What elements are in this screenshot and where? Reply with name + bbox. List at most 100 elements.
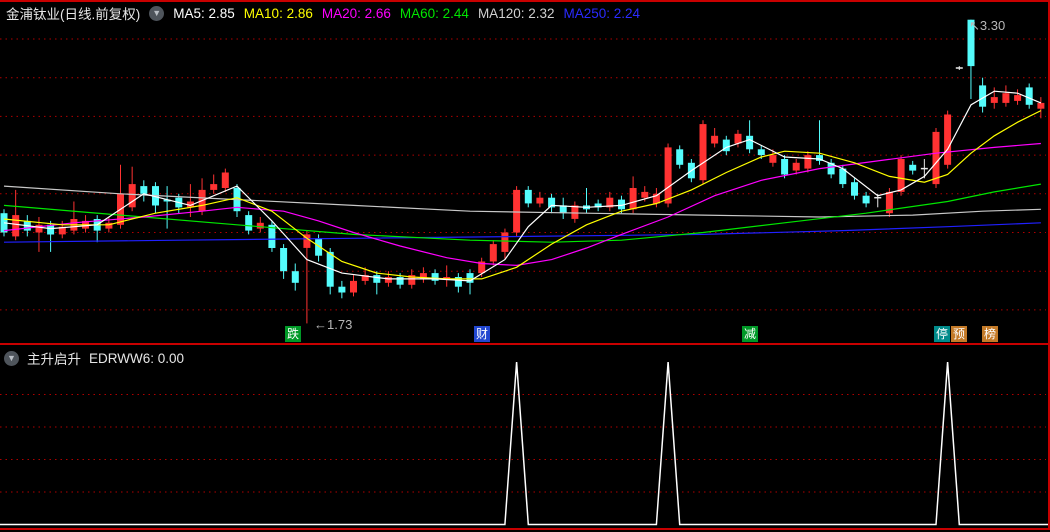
ma-label: MA20: 2.66 xyxy=(321,5,391,21)
stock-title: 金浦钛业(日线.前复权) xyxy=(6,7,141,22)
candle-body xyxy=(396,277,404,285)
candle-body xyxy=(128,184,136,208)
candle-body xyxy=(571,205,579,219)
ma-label: MA10: 2.86 xyxy=(243,5,313,21)
candle-body xyxy=(1002,93,1010,103)
candle-body xyxy=(652,193,660,204)
candles-layer xyxy=(0,19,1045,324)
window-top-border xyxy=(0,0,1050,2)
event-badge[interactable]: 财 xyxy=(474,326,490,342)
ma-line-ma120 xyxy=(3,185,1041,218)
candle-body xyxy=(827,162,835,175)
candle-body xyxy=(781,159,789,175)
candle-body xyxy=(769,155,777,163)
candle-body xyxy=(897,159,905,192)
candle-body xyxy=(245,215,253,231)
price-marker: ↖3.30 xyxy=(969,18,1006,33)
candle-body xyxy=(967,19,975,67)
candle-body xyxy=(746,135,754,150)
main-header: 金浦钛业(日线.前复权) ▼ MA5: 2.85 MA10: 2.86 MA20: … xyxy=(6,3,640,23)
candle-body xyxy=(303,234,311,248)
candle-body xyxy=(839,168,847,185)
candle-body xyxy=(606,197,614,208)
ma-label: MA5: 2.85 xyxy=(173,5,235,21)
candle-body xyxy=(618,199,625,210)
candle-body xyxy=(315,238,323,256)
candle-body xyxy=(373,275,381,283)
candle-body xyxy=(641,191,649,198)
candle-body xyxy=(12,215,20,237)
candle-body xyxy=(932,131,940,185)
candle-body xyxy=(291,271,299,283)
chevron-down-icon[interactable]: ▼ xyxy=(4,350,19,366)
candle-body xyxy=(699,124,707,181)
candle-body xyxy=(431,273,439,281)
event-badge[interactable]: 榜 xyxy=(982,326,998,342)
candle-body xyxy=(909,164,917,171)
candle-body xyxy=(443,277,451,279)
candle-body xyxy=(466,273,474,283)
indicator-value: EDRWW6: 0.00 xyxy=(89,350,185,366)
price-marker: ←1.73 xyxy=(314,317,353,332)
candle-body xyxy=(350,280,357,293)
candle-body xyxy=(221,172,229,188)
candle-body xyxy=(851,182,858,196)
event-badge[interactable]: 停 xyxy=(934,326,950,342)
ma-label: MA120: 2.32 xyxy=(477,5,555,21)
candle-body xyxy=(338,286,346,293)
candle-body xyxy=(536,197,544,204)
candle-body xyxy=(979,85,987,107)
signal-spike-line xyxy=(0,361,1049,526)
indicator-name: 主升启升 xyxy=(27,352,81,367)
window-right-border xyxy=(1048,0,1050,530)
candle-body xyxy=(524,189,532,204)
candle-body xyxy=(734,133,742,144)
candle-body xyxy=(816,155,823,161)
candle-body xyxy=(722,139,730,152)
event-badge[interactable]: 减 xyxy=(742,326,758,342)
candle-body xyxy=(1037,102,1045,109)
ma-line-ma20 xyxy=(3,142,1041,267)
candle-body xyxy=(1014,95,1022,101)
candle-body xyxy=(47,224,55,235)
candle-body xyxy=(885,191,893,214)
candle-body xyxy=(792,162,800,171)
event-badge[interactable]: 跌 xyxy=(285,326,301,342)
candle-body xyxy=(419,273,427,279)
candle-body xyxy=(1025,87,1033,105)
event-badge[interactable]: 预 xyxy=(951,326,967,342)
candle-body xyxy=(501,232,509,252)
candle-body xyxy=(944,114,952,165)
ma-line-ma60 xyxy=(3,183,1041,243)
candle-body xyxy=(664,147,672,204)
candle-body xyxy=(58,226,66,235)
candle-body xyxy=(186,201,194,208)
candlestick-chart[interactable] xyxy=(0,0,1050,343)
candle-body xyxy=(757,149,765,156)
main-chart-panel: 金浦钛业(日线.前复权) ▼ MA5: 2.85 MA10: 2.86 MA20: … xyxy=(0,0,1050,343)
ma-label: MA250: 2.24 xyxy=(563,5,641,21)
candle-body xyxy=(140,186,148,194)
candle-body xyxy=(676,149,684,165)
candle-body xyxy=(454,277,462,287)
candle-body xyxy=(594,203,602,208)
candle-body xyxy=(629,188,637,210)
candle-body xyxy=(384,277,392,283)
ma-label: MA60: 2.44 xyxy=(399,5,469,21)
ma-line-ma10 xyxy=(3,110,1042,280)
chevron-down-icon[interactable]: ▼ xyxy=(149,5,165,21)
candle-body xyxy=(990,97,998,103)
candle-body xyxy=(210,184,218,190)
candle-body xyxy=(326,251,334,287)
indicator-chart[interactable] xyxy=(0,345,1050,528)
candle-body xyxy=(804,155,812,169)
indicator-header: ▼ 主升启升 EDRWW6: 0.00 xyxy=(4,348,184,368)
candle-body xyxy=(513,189,521,233)
candle-body xyxy=(559,205,567,214)
candle-body xyxy=(408,275,416,285)
candle-body xyxy=(862,195,870,204)
candle-body xyxy=(361,275,369,281)
candle-body xyxy=(280,248,288,272)
panel-splitter[interactable] xyxy=(0,343,1050,345)
ma-line-ma250 xyxy=(3,222,1041,243)
